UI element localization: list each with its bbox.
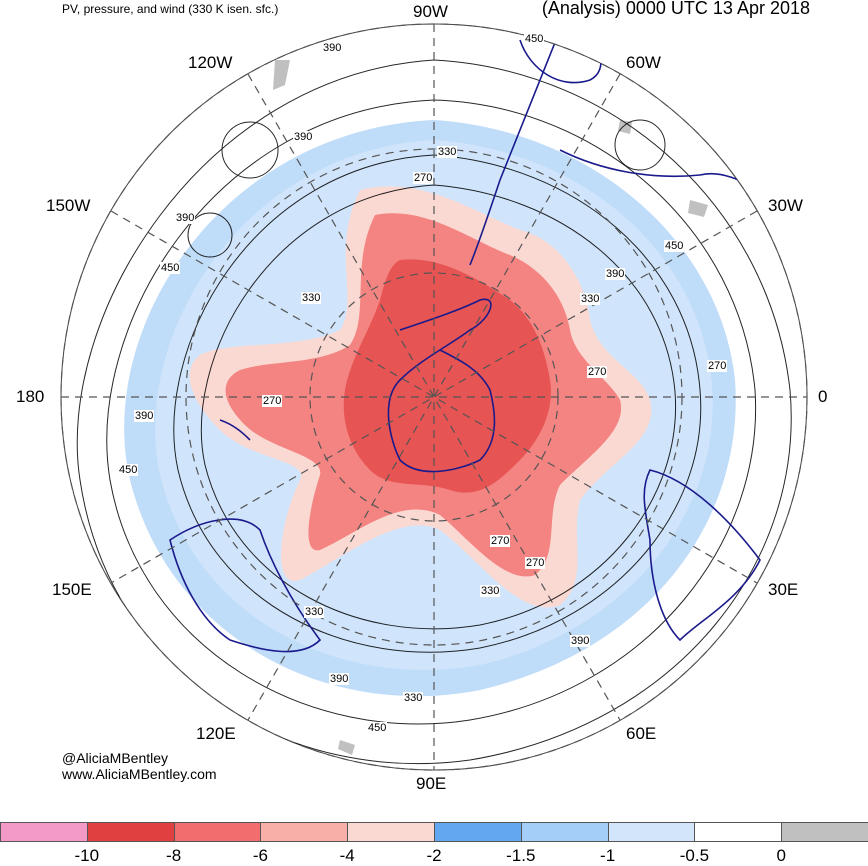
- colorbar-swatch: [0, 822, 88, 842]
- lon-label-90w: 90W: [413, 2, 448, 21]
- contour-label: 390: [329, 673, 350, 685]
- colorbar-tick-label: -6: [252, 846, 268, 865]
- colorbar-tick-label: -0.5: [679, 846, 710, 865]
- contour-label: 450: [118, 464, 139, 476]
- contour-label: 390: [605, 268, 626, 280]
- contour-label: 270: [525, 557, 546, 569]
- credit-site: www.AliciaMBentley.com: [62, 766, 217, 782]
- contour-label: 390: [175, 212, 196, 224]
- contour-label: 330: [304, 606, 325, 618]
- lon-label-60w: 60W: [626, 53, 661, 72]
- lon-label-30w: 30W: [768, 196, 803, 215]
- colorbar-tick-label: -2: [426, 846, 442, 865]
- colorbar-swatch: [694, 822, 783, 842]
- map-subtitle: PV, pressure, and wind (330 K isen. sfc.…: [62, 2, 279, 16]
- contour-label: 450: [160, 262, 181, 274]
- contour-label: 270: [490, 535, 511, 547]
- colorbar-tick-label: -10: [74, 846, 100, 865]
- colorbar-swatch: [347, 822, 435, 842]
- lon-label-60e: 60E: [626, 724, 657, 743]
- contour-label: 270: [413, 172, 434, 184]
- credit-handle: @AliciaMBentley: [62, 750, 169, 766]
- colorbar-tick-label: -1.5: [506, 846, 536, 865]
- lon-label-90e: 90E: [416, 774, 447, 793]
- lon-label-150e: 150E: [52, 580, 92, 599]
- contour-label: 270: [707, 360, 728, 372]
- lon-label-150w: 150W: [46, 196, 91, 215]
- contour-label: 450: [524, 33, 545, 45]
- contour-label: 270: [587, 366, 608, 378]
- colorbar-swatch: [781, 822, 868, 842]
- contour-label: 330: [480, 585, 501, 597]
- colorbar-swatch: [520, 822, 609, 842]
- contour-label: 330: [403, 692, 424, 704]
- contour-label: 330: [580, 293, 601, 305]
- colorbar-swatch: [86, 822, 175, 842]
- lon-label-120w: 120W: [188, 53, 233, 72]
- contour-label: 330: [301, 292, 322, 304]
- contour-label: 330: [437, 146, 458, 158]
- colorbar-swatch: [260, 822, 349, 842]
- contour-label: 390: [134, 410, 155, 422]
- contour-label: 270: [262, 395, 283, 407]
- colorbar: [0, 822, 868, 844]
- colorbar-swatch: [173, 822, 262, 842]
- colorbar-swatch: [607, 822, 696, 842]
- lon-label-30e: 30E: [768, 580, 799, 599]
- lon-label-0: 0: [818, 387, 828, 406]
- contour-label: 390: [322, 42, 343, 54]
- colorbar-tick-label: -4: [339, 846, 355, 865]
- contour-label: 390: [570, 635, 591, 647]
- map-title: (Analysis) 0000 UTC 13 Apr 2018: [541, 0, 810, 18]
- colorbar-tick-label: -1: [600, 846, 616, 865]
- colorbar-tick-label: 0: [776, 846, 786, 865]
- colorbar-tick-label: -8: [166, 846, 182, 865]
- lon-label-120e: 120E: [196, 724, 236, 743]
- contour-label: 450: [367, 722, 388, 734]
- lon-label-180: 180: [16, 387, 45, 406]
- colorbar-swatch: [434, 822, 522, 842]
- contour-label: 450: [664, 240, 685, 252]
- contour-label: 390: [293, 131, 314, 143]
